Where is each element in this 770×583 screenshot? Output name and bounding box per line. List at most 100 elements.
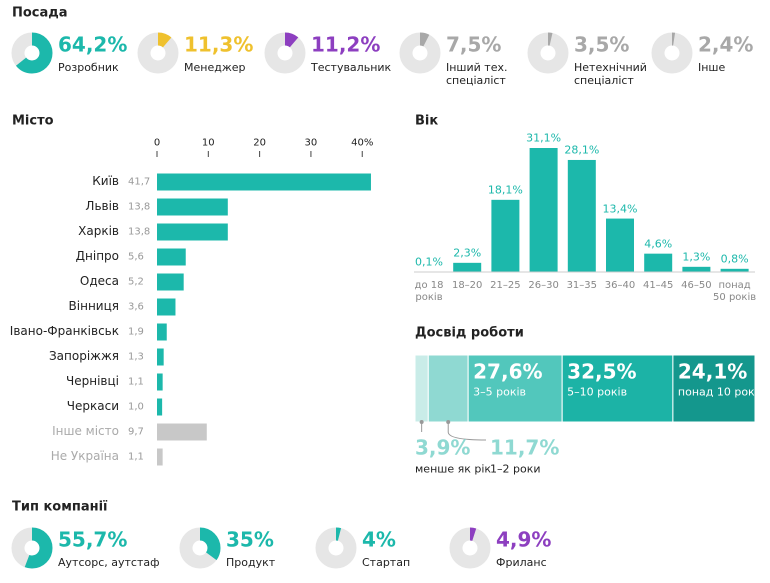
column bbox=[567, 159, 596, 272]
value-label: 1,0 bbox=[128, 401, 144, 413]
leader-dot bbox=[419, 420, 424, 424]
leader-line bbox=[447, 431, 487, 441]
category-label: Харків bbox=[78, 224, 119, 239]
value-label: 3,9% bbox=[415, 435, 471, 460]
donut-value: 4,9% bbox=[496, 527, 552, 552]
x-tick-label: 40% bbox=[351, 137, 374, 149]
category-label: Івано-Франківськ bbox=[9, 324, 119, 339]
category-label: 1–2 роки bbox=[490, 462, 541, 476]
donut-label: Фриланс bbox=[496, 556, 547, 569]
donut-track bbox=[137, 32, 179, 74]
donut-track bbox=[264, 32, 306, 74]
bar bbox=[157, 248, 186, 266]
segment bbox=[672, 354, 756, 423]
donut-label: Тестувальник bbox=[311, 61, 392, 74]
donut-arc bbox=[527, 32, 569, 74]
donut-label: Інше bbox=[698, 61, 726, 74]
value-label: 0,1% bbox=[415, 255, 443, 269]
x-tick-label: 41–45 bbox=[642, 280, 674, 291]
segment bbox=[467, 354, 563, 423]
donut-label: Продукт bbox=[226, 556, 276, 569]
donut-label: Нетехнічний спеціаліст bbox=[574, 61, 647, 87]
column bbox=[491, 199, 520, 272]
value-label: 13,8 bbox=[128, 226, 151, 238]
value-label: 5,6 bbox=[128, 251, 144, 263]
category-label: понад 10 років bbox=[677, 385, 765, 399]
value-label: 1,9 bbox=[128, 326, 144, 338]
category-label: 5–10 років bbox=[567, 385, 628, 399]
category-label: Інше місто bbox=[52, 424, 119, 439]
donut-arc bbox=[651, 32, 693, 74]
value-label: 1,1 bbox=[128, 376, 144, 388]
segment bbox=[427, 354, 469, 423]
donut-value: 7,5% bbox=[446, 32, 502, 57]
value-label: 3,6 bbox=[128, 301, 144, 313]
value-label: 0,8% bbox=[720, 252, 749, 266]
donut-label: Інший тех. спеціаліст bbox=[446, 61, 508, 87]
chart-title: Місто bbox=[12, 113, 54, 129]
bar bbox=[157, 173, 371, 191]
donut-arc bbox=[264, 32, 306, 74]
value-label: 13,4% bbox=[602, 202, 638, 216]
donut-label: Менеджер bbox=[184, 61, 246, 74]
chart-title: Тип компанії bbox=[12, 499, 108, 515]
donut-label: Розробник bbox=[58, 61, 119, 74]
bar bbox=[157, 223, 228, 241]
donut-track bbox=[651, 32, 693, 74]
x-tick-label: 21–25 bbox=[490, 280, 521, 291]
x-tick-label: понад 50 років bbox=[713, 280, 757, 303]
value-label: 2,3% bbox=[453, 246, 482, 260]
value-label: 11,7% bbox=[490, 435, 560, 460]
segment bbox=[561, 354, 674, 423]
donut-value: 11,2% bbox=[311, 32, 381, 57]
value-label: 4,6% bbox=[644, 237, 673, 251]
bar bbox=[157, 423, 207, 441]
x-tick-label: 36–40 bbox=[604, 280, 636, 291]
donut-arc bbox=[179, 527, 221, 569]
donut-arc bbox=[11, 527, 53, 569]
value-label: 27,6% bbox=[473, 359, 543, 384]
column bbox=[529, 148, 558, 272]
bar bbox=[157, 273, 184, 291]
donut-value: 2,4% bbox=[698, 32, 754, 57]
donut-value: 11,3% bbox=[184, 32, 254, 57]
category-label: менше як рік bbox=[415, 462, 492, 476]
value-label: 9,7 bbox=[128, 426, 144, 438]
column bbox=[644, 253, 673, 272]
donut-arc bbox=[137, 32, 179, 74]
donut-value: 55,7% bbox=[58, 527, 128, 552]
donut-arc bbox=[399, 32, 441, 74]
value-label: 1,3 bbox=[128, 351, 144, 363]
x-tick-label: 20 bbox=[253, 137, 266, 149]
category-label: Дніпро bbox=[75, 249, 119, 264]
value-label: 13,8 bbox=[128, 201, 151, 213]
category-label: Одеса bbox=[79, 274, 119, 289]
donut-label: Аутсорс, аутстаф bbox=[58, 556, 160, 569]
donut-arc bbox=[315, 527, 357, 569]
x-tick-label: до 18 років bbox=[414, 280, 444, 303]
category-label: Чернівці bbox=[66, 374, 119, 389]
value-label: 1,1 bbox=[128, 451, 144, 463]
x-tick-label: 31–35 bbox=[566, 280, 598, 291]
column bbox=[720, 268, 749, 272]
value-label: 5,2 bbox=[128, 276, 144, 288]
segment bbox=[414, 354, 429, 423]
category-label: Вінниця bbox=[68, 299, 119, 314]
value-label: 41,7 bbox=[128, 176, 151, 188]
value-label: 18,1% bbox=[487, 183, 523, 197]
value-label: 28,1% bbox=[564, 143, 600, 157]
bar bbox=[157, 298, 176, 316]
column bbox=[606, 218, 634, 272]
bar bbox=[157, 373, 163, 391]
leader-dot bbox=[446, 420, 451, 424]
category-label: Черкаси bbox=[66, 399, 119, 414]
category-label: Київ bbox=[92, 174, 119, 189]
category-label: Львів bbox=[85, 199, 119, 214]
value-label: 32,5% bbox=[567, 359, 637, 384]
category-label: Не Україна bbox=[50, 449, 119, 464]
donut-value: 35% bbox=[226, 527, 274, 552]
chart-title: Досвід роботи bbox=[415, 325, 524, 341]
x-tick-label: 26–30 bbox=[528, 280, 559, 291]
